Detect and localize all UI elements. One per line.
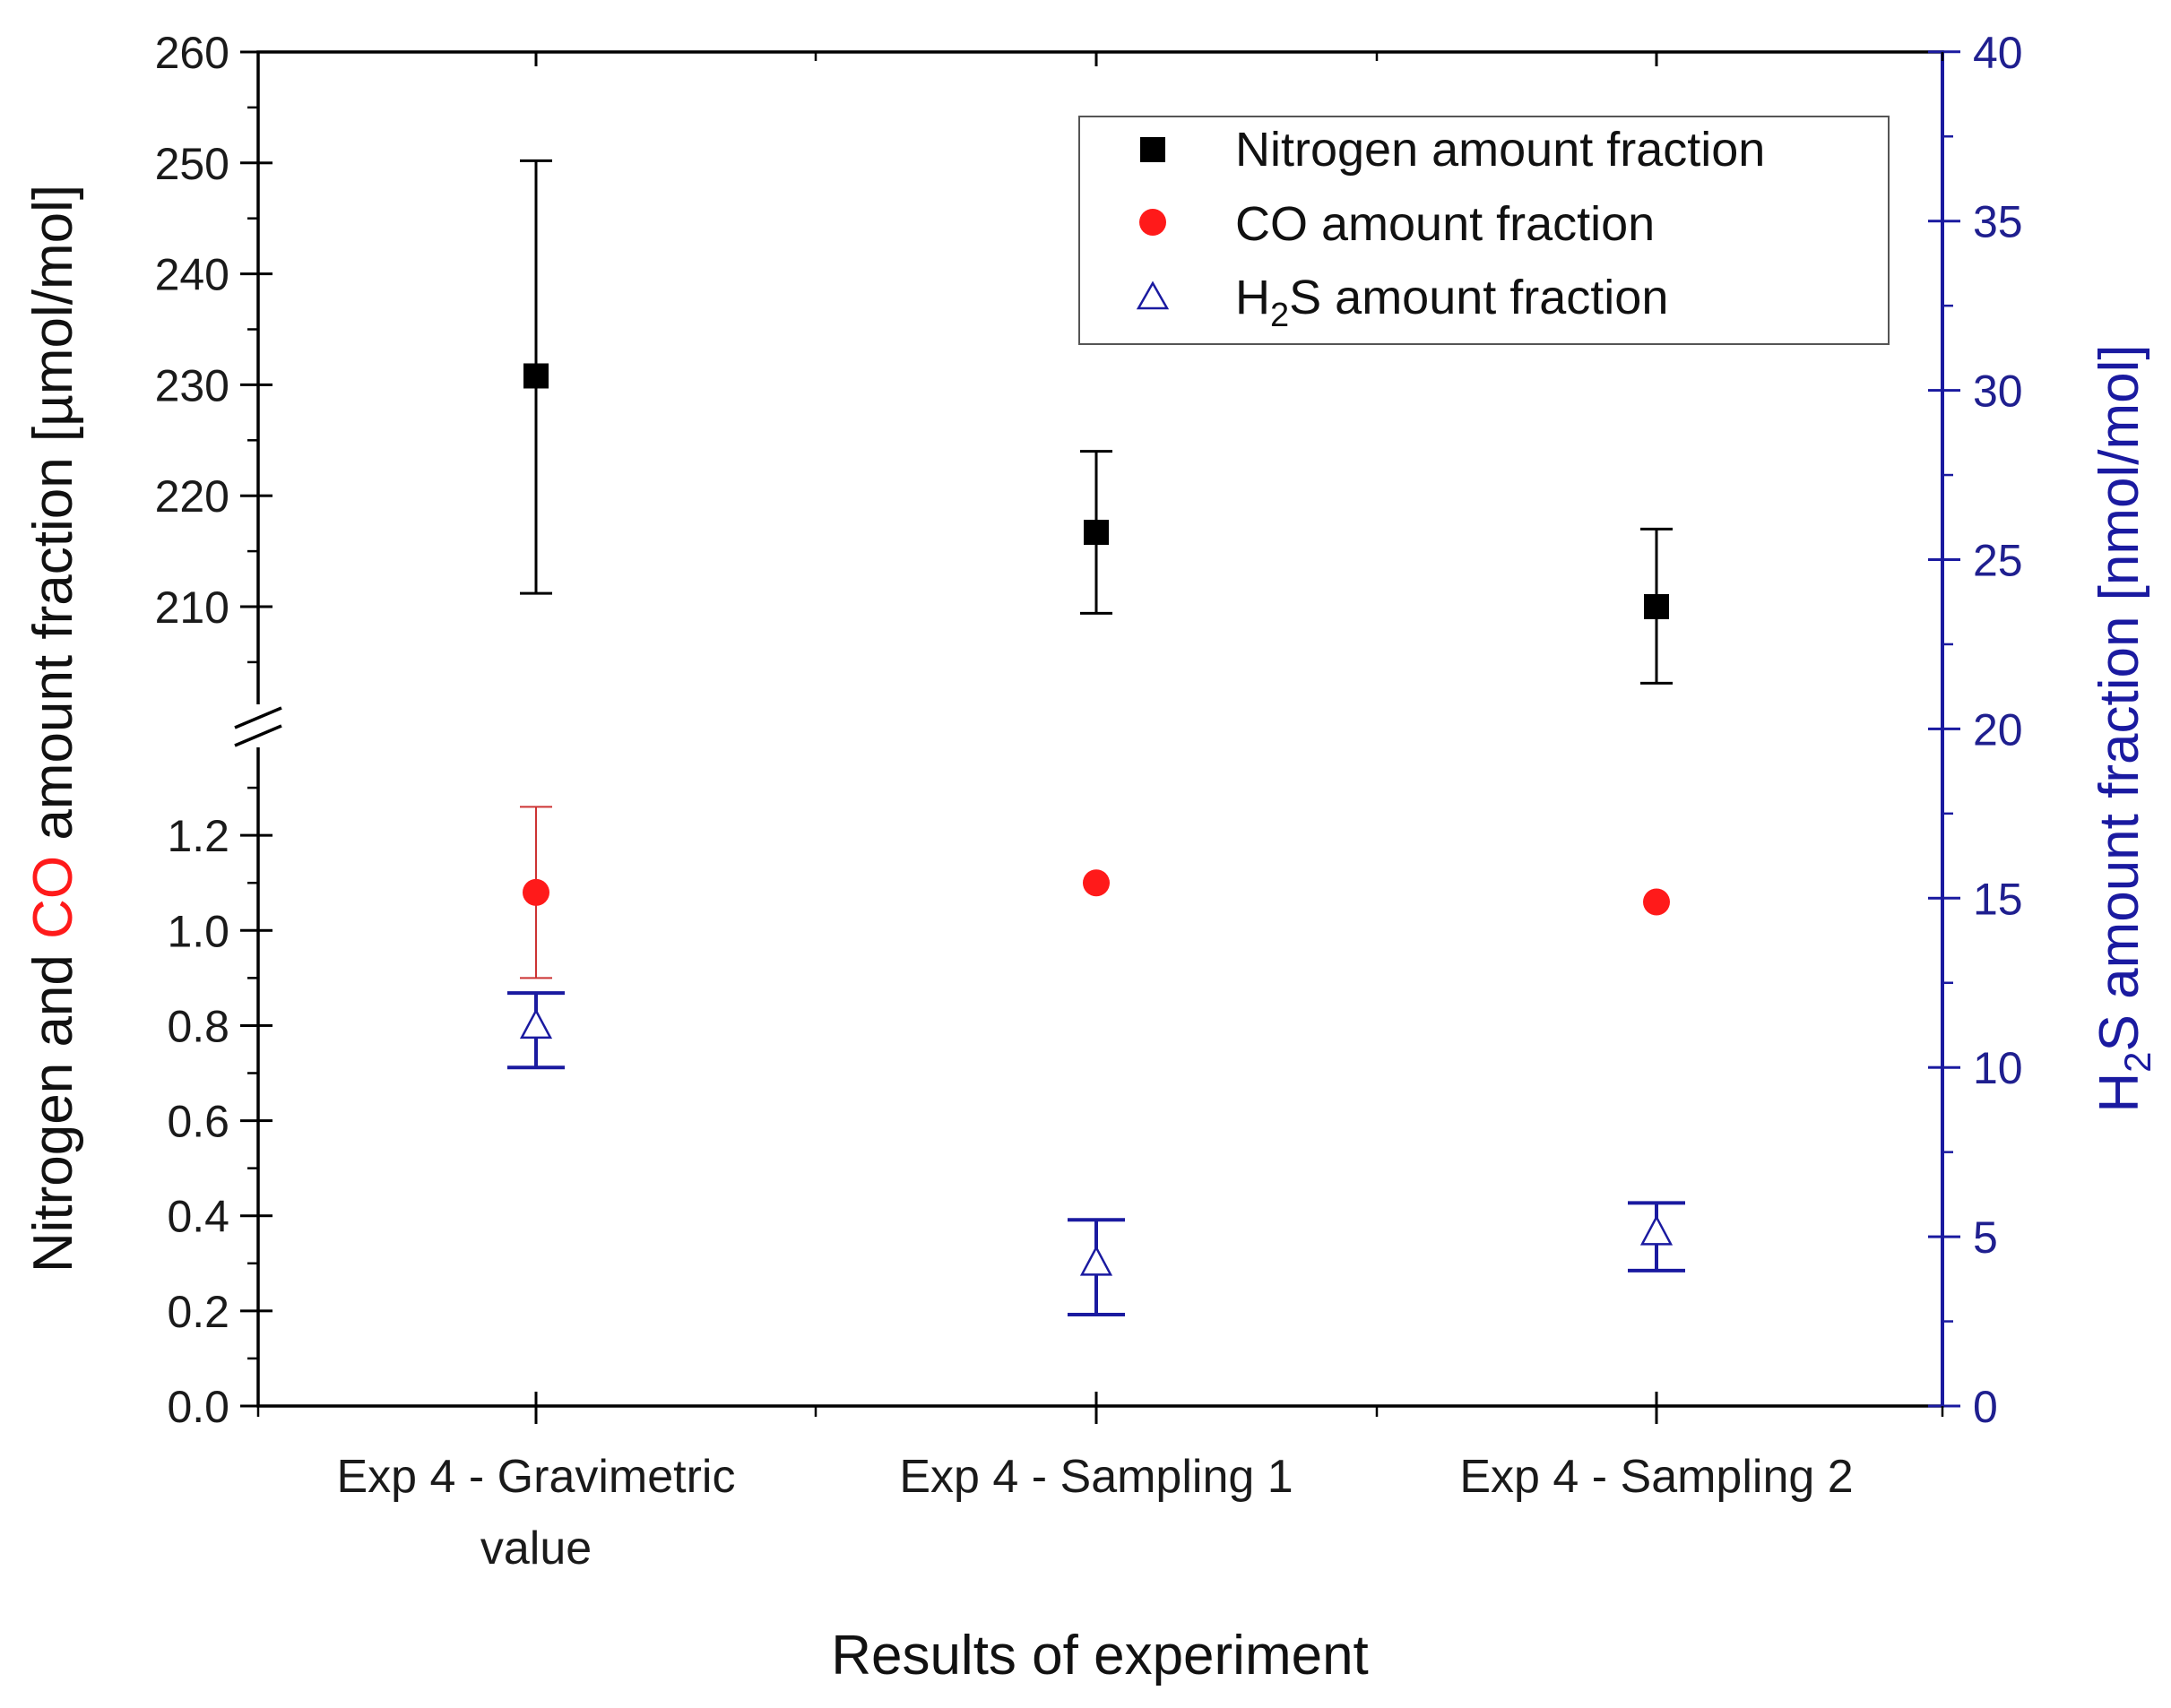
y-left-title-co: CO <box>22 856 84 939</box>
y-axis-left-title: Nitrogen and CO amount fraction [µmol/mo… <box>22 185 84 1272</box>
y-right-tick-label: 35 <box>1973 197 2023 247</box>
y-left-tick-label: 0.0 <box>167 1382 229 1432</box>
legend-label-h2s: H2S amount fraction <box>1235 271 1668 334</box>
axis-break <box>234 704 282 747</box>
x-category-label: Exp 4 - Gravimetric <box>337 1451 736 1503</box>
y-left-tick-label: 220 <box>155 471 229 522</box>
y-right-tick-label: 15 <box>1973 874 2023 924</box>
x-category-label: value <box>480 1523 592 1574</box>
y-left-tick-label: 230 <box>155 360 229 410</box>
y-right-tick-label: 30 <box>1973 367 2023 417</box>
y-left-tick-label: 210 <box>155 582 229 633</box>
co-point <box>523 878 549 906</box>
legend-marker-h2s <box>1136 280 1170 310</box>
y-left-tick-label: 260 <box>155 28 229 78</box>
nitrogen-point <box>1644 594 1669 619</box>
y-right-title-sub: 2 <box>2116 1051 2158 1072</box>
y-right-tick-label: 20 <box>1973 704 2023 755</box>
legend-marker-co <box>1139 209 1166 236</box>
y-right-tick-label: 10 <box>1973 1043 2023 1093</box>
x-category-label: Exp 4 - Sampling 2 <box>1459 1451 1853 1503</box>
y-left-tick-label: 240 <box>155 250 229 300</box>
co-point <box>1083 869 1110 897</box>
legend-box <box>1078 116 1890 345</box>
legend-h2s-prefix: H <box>1235 271 1270 324</box>
y-axis-right-title: H2S amount fraction [nmol/mol] <box>2089 344 2158 1112</box>
nitrogen-point <box>523 363 549 389</box>
x-axis-title: Results of experiment <box>831 1625 1369 1686</box>
y-left-tick-label: 0.6 <box>167 1097 229 1147</box>
y-left-tick-label: 0.2 <box>167 1287 229 1337</box>
y-right-tick-label: 0 <box>1973 1382 1998 1432</box>
h2s-point <box>1079 1245 1113 1276</box>
legend-h2s-sub: 2 <box>1270 297 1289 334</box>
h2s-point <box>1639 1214 1674 1246</box>
legend-label-co: CO amount fraction <box>1235 197 1655 251</box>
nitrogen-point <box>1084 520 1109 546</box>
y-right-tick-label: 25 <box>1973 536 2023 586</box>
y-right-title-prefix: H <box>2089 1073 2150 1113</box>
x-category-label: Exp 4 - Sampling 1 <box>899 1451 1293 1503</box>
y-left-title-part3: amount fraction [µmol/mol] <box>22 185 84 856</box>
legend-h2s-suffix: S amount fraction <box>1289 271 1668 324</box>
y-left-title-part1: Nitrogen and <box>22 939 84 1272</box>
h2s-point <box>519 1008 553 1039</box>
y-right-tick-label: 5 <box>1973 1212 1998 1263</box>
y-right-tick-label: 40 <box>1973 28 2023 78</box>
y-left-tick-label: 250 <box>155 139 229 189</box>
legend: Nitrogen amount fraction CO amount fract… <box>1078 116 1890 345</box>
legend-label-nitrogen: Nitrogen amount fraction <box>1235 123 1765 177</box>
y-left-tick-label: 1.0 <box>167 906 229 956</box>
y-left-tick-label: 0.4 <box>167 1192 229 1242</box>
y-left-tick-label: 0.8 <box>167 1001 229 1051</box>
y-right-title-suffix: S amount fraction [nmol/mol] <box>2089 344 2150 1051</box>
y-left-tick-label: 1.2 <box>167 811 229 861</box>
legend-marker-nitrogen <box>1140 137 1165 162</box>
co-point <box>1643 888 1670 916</box>
